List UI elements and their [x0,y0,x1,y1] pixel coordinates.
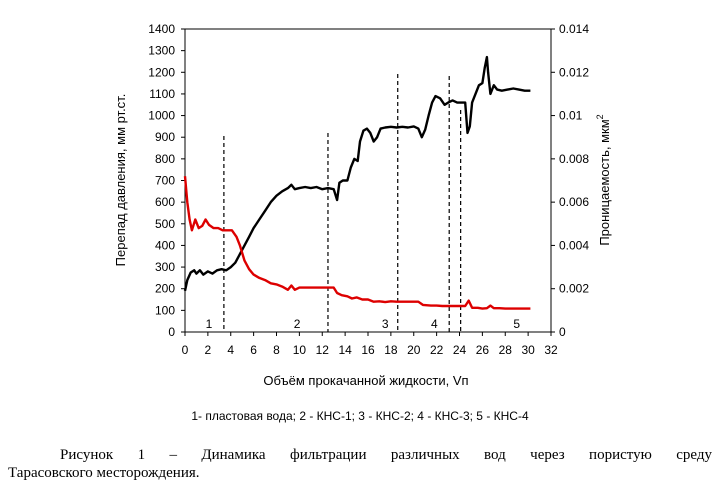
left-y-tick-label: 1300 [148,44,175,58]
right-y-axis-title-text: Проницаемость, мкм [597,119,612,245]
left-y-axis-title: Перепад давления, мм рт.ст. [113,94,128,267]
right-y-tick-label: 0.014 [559,22,589,36]
x-tick-label: 6 [250,343,257,357]
left-y-tick-label: 1100 [149,87,175,101]
x-tick-label: 0 [182,343,189,357]
x-tick-label: 14 [338,343,352,357]
tick-labels: 0 2 4 6 8 10 12 14 16 18 20 22 24 26 28 30 3201002003004… [148,22,589,357]
left-y-tick-label: 800 [155,152,175,166]
right-y-tick-label: 0.012 [559,65,589,79]
left-y-tick-label: 900 [155,130,175,144]
stage-labels: 1 2 3 4 5 [206,317,521,331]
x-tick-label: 30 [521,343,535,357]
left-y-tick-label: 600 [155,195,175,209]
stage-label: 5 [513,317,520,331]
x-tick-label: 12 [316,343,330,357]
stage-boundaries [223,74,462,332]
x-tick-label: 20 [407,343,421,357]
right-y-tick-label: 0 [559,325,566,339]
x-tick-label: 4 [227,343,234,357]
stage-label: 4 [431,317,438,331]
x-tick-label: 26 [476,343,490,357]
x-tick-label: 16 [361,343,375,357]
series-legend: 1- пластовая вода; 2 - КНС-1; 3 - КНС-2;… [191,409,529,423]
stage-label: 1 [206,317,213,331]
left-y-tick-label: 1200 [148,65,175,79]
chart: 0 2 4 6 8 10 12 14 16 18 20 22 24 26 28 30 3201002003004… [113,22,612,388]
series-line [183,176,531,310]
x-tick-label: 8 [273,343,280,357]
right-y-tick-label: 0.006 [559,195,589,209]
x-tick-label: 10 [293,343,307,357]
right-y-tick-label: 0.004 [559,238,589,252]
right-y-tick-label: 0.01 [559,109,583,123]
x-axis-title: Объём прокачанной жидкости, Vп [263,373,468,388]
caption-line-1: Рисунок 1 – Динамика фильтрации различны… [60,447,712,463]
left-y-tick-label: 200 [155,282,175,296]
figure-caption: Рисунок 1 – Динамика фильтрации различны… [8,446,712,482]
x-tick-label: 22 [430,343,444,357]
x-tick-label: 24 [453,343,467,357]
left-y-tick-label: 300 [155,260,175,274]
right-y-axis-title: Проницаемость, мкм2 [595,114,612,245]
left-y-tick-label: 1400 [148,22,175,36]
x-tick-label: 32 [544,343,558,357]
right-y-axis-title-superscript: 2 [595,114,605,119]
left-y-tick-label: 500 [155,217,175,231]
left-y-tick-label: 400 [155,238,175,252]
left-y-tick-label: 700 [155,174,175,188]
x-tick-label: 28 [499,343,513,357]
right-y-tick-label: 0.008 [559,152,589,166]
left-y-tick-label: 0 [168,325,175,339]
plot-frame [184,28,552,333]
chart-series [183,55,531,310]
stage-label: 3 [382,317,389,331]
caption-line-2: Тарасовского месторождения. [8,465,200,481]
series-line [183,55,531,292]
stage-label: 2 [294,317,301,331]
left-y-tick-label: 1000 [148,109,175,123]
x-tick-label: 2 [205,343,212,357]
x-tick-label: 18 [384,343,398,357]
left-y-tick-label: 100 [155,303,175,317]
right-y-tick-label: 0.002 [559,282,589,296]
chart-axes [181,28,555,336]
